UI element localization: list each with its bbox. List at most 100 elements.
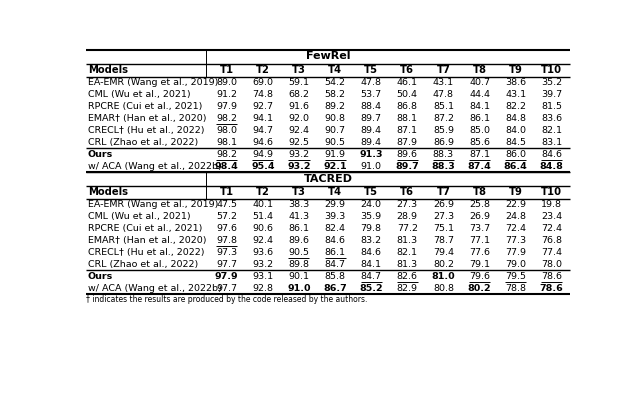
Text: † indicates the results are produced by the code released by the authors.: † indicates the results are produced by … bbox=[86, 295, 367, 304]
Text: 29.9: 29.9 bbox=[324, 200, 346, 209]
Text: 93.1: 93.1 bbox=[252, 272, 273, 281]
Text: CRECL† (Hu et al., 2022): CRECL† (Hu et al., 2022) bbox=[88, 248, 204, 257]
Text: 86.4: 86.4 bbox=[504, 162, 527, 170]
Text: 92.4: 92.4 bbox=[289, 126, 309, 135]
Text: 91.0: 91.0 bbox=[287, 284, 310, 293]
Text: 79.5: 79.5 bbox=[505, 272, 526, 281]
Text: 82.1: 82.1 bbox=[397, 248, 418, 257]
Text: Ours: Ours bbox=[88, 272, 113, 281]
Text: 78.8: 78.8 bbox=[505, 284, 526, 293]
Text: 74.8: 74.8 bbox=[252, 90, 273, 99]
Text: 82.9: 82.9 bbox=[397, 284, 418, 293]
Text: 98.2: 98.2 bbox=[216, 114, 237, 123]
Text: 59.1: 59.1 bbox=[289, 78, 309, 87]
Text: 94.7: 94.7 bbox=[252, 126, 273, 135]
Text: 77.6: 77.6 bbox=[469, 248, 490, 257]
Text: T6: T6 bbox=[400, 65, 414, 75]
Text: 87.1: 87.1 bbox=[469, 150, 490, 159]
Text: 97.8: 97.8 bbox=[216, 236, 237, 245]
Text: 89.7: 89.7 bbox=[396, 162, 419, 170]
Text: 86.7: 86.7 bbox=[323, 284, 347, 293]
Text: 24.0: 24.0 bbox=[361, 200, 381, 209]
Text: 27.3: 27.3 bbox=[397, 200, 418, 209]
Text: 84.1: 84.1 bbox=[469, 102, 490, 111]
Text: 27.3: 27.3 bbox=[433, 212, 454, 221]
Text: 93.2: 93.2 bbox=[287, 162, 310, 170]
Text: T8: T8 bbox=[472, 187, 486, 197]
Text: T3: T3 bbox=[292, 65, 306, 75]
Text: TACRED: TACRED bbox=[303, 174, 353, 184]
Text: 40.7: 40.7 bbox=[469, 78, 490, 87]
Text: CRECL† (Hu et al., 2022): CRECL† (Hu et al., 2022) bbox=[88, 126, 204, 135]
Text: 79.4: 79.4 bbox=[433, 248, 454, 257]
Text: CRL (Zhao et al., 2022): CRL (Zhao et al., 2022) bbox=[88, 260, 198, 269]
Text: 46.1: 46.1 bbox=[397, 78, 418, 87]
Text: 83.2: 83.2 bbox=[360, 236, 381, 245]
Text: 38.3: 38.3 bbox=[288, 200, 310, 209]
Text: 88.3: 88.3 bbox=[431, 162, 455, 170]
Text: 92.7: 92.7 bbox=[252, 102, 273, 111]
Text: 90.6: 90.6 bbox=[252, 224, 273, 233]
Text: 86.1: 86.1 bbox=[289, 224, 309, 233]
Text: 97.3: 97.3 bbox=[216, 248, 237, 257]
Text: T7: T7 bbox=[436, 65, 451, 75]
Text: 93.2: 93.2 bbox=[289, 150, 310, 159]
Text: T5: T5 bbox=[364, 187, 378, 197]
Text: 43.1: 43.1 bbox=[505, 90, 526, 99]
Text: 85.2: 85.2 bbox=[359, 284, 383, 293]
Text: 47.5: 47.5 bbox=[216, 200, 237, 209]
Text: 91.0: 91.0 bbox=[361, 162, 381, 170]
Text: 54.2: 54.2 bbox=[324, 78, 346, 87]
Text: 89.8: 89.8 bbox=[289, 260, 309, 269]
Text: 89.0: 89.0 bbox=[216, 78, 237, 87]
Text: T10: T10 bbox=[541, 187, 563, 197]
Text: 97.7: 97.7 bbox=[216, 284, 237, 293]
Text: 92.1: 92.1 bbox=[323, 162, 347, 170]
Text: 39.3: 39.3 bbox=[324, 212, 346, 221]
Text: 98.1: 98.1 bbox=[216, 138, 237, 147]
Text: 35.9: 35.9 bbox=[360, 212, 381, 221]
Text: 98.2: 98.2 bbox=[216, 150, 237, 159]
Text: 84.5: 84.5 bbox=[505, 138, 526, 147]
Text: 47.8: 47.8 bbox=[361, 78, 381, 87]
Text: 84.6: 84.6 bbox=[361, 248, 381, 257]
Text: T4: T4 bbox=[328, 187, 342, 197]
Text: EA-EMR (Wang et al., 2019): EA-EMR (Wang et al., 2019) bbox=[88, 78, 218, 87]
Text: 79.1: 79.1 bbox=[469, 260, 490, 269]
Text: 72.4: 72.4 bbox=[505, 224, 526, 233]
Text: 25.8: 25.8 bbox=[469, 200, 490, 209]
Text: 85.9: 85.9 bbox=[433, 126, 454, 135]
Text: 88.4: 88.4 bbox=[361, 102, 381, 111]
Text: RPCRE (Cui et al., 2021): RPCRE (Cui et al., 2021) bbox=[88, 102, 202, 111]
Text: 88.1: 88.1 bbox=[397, 114, 418, 123]
Text: 26.9: 26.9 bbox=[433, 200, 454, 209]
Text: 73.7: 73.7 bbox=[469, 224, 490, 233]
Text: 98.0: 98.0 bbox=[216, 126, 237, 135]
Text: 87.2: 87.2 bbox=[433, 114, 454, 123]
Text: 83.1: 83.1 bbox=[541, 138, 563, 147]
Text: 58.2: 58.2 bbox=[324, 90, 346, 99]
Text: 91.9: 91.9 bbox=[324, 150, 346, 159]
Text: 80.2: 80.2 bbox=[433, 260, 454, 269]
Text: EA-EMR (Wang et al., 2019): EA-EMR (Wang et al., 2019) bbox=[88, 200, 218, 209]
Text: 80.8: 80.8 bbox=[433, 284, 454, 293]
Text: 86.8: 86.8 bbox=[397, 102, 418, 111]
Text: 23.4: 23.4 bbox=[541, 212, 563, 221]
Text: 35.2: 35.2 bbox=[541, 78, 563, 87]
Text: 75.1: 75.1 bbox=[433, 224, 454, 233]
Text: 83.6: 83.6 bbox=[541, 114, 563, 123]
Text: 89.2: 89.2 bbox=[324, 102, 346, 111]
Text: 78.6: 78.6 bbox=[540, 284, 564, 293]
Text: T8: T8 bbox=[472, 65, 486, 75]
Text: 97.9: 97.9 bbox=[216, 102, 237, 111]
Text: EMAR† (Han et al., 2020): EMAR† (Han et al., 2020) bbox=[88, 236, 206, 245]
Text: 90.5: 90.5 bbox=[324, 138, 346, 147]
Text: T2: T2 bbox=[256, 65, 270, 75]
Text: 87.1: 87.1 bbox=[397, 126, 418, 135]
Text: 39.7: 39.7 bbox=[541, 90, 563, 99]
Text: T1: T1 bbox=[220, 65, 234, 75]
Text: 26.9: 26.9 bbox=[469, 212, 490, 221]
Text: 81.3: 81.3 bbox=[397, 236, 418, 245]
Text: T3: T3 bbox=[292, 187, 306, 197]
Text: 90.8: 90.8 bbox=[324, 114, 346, 123]
